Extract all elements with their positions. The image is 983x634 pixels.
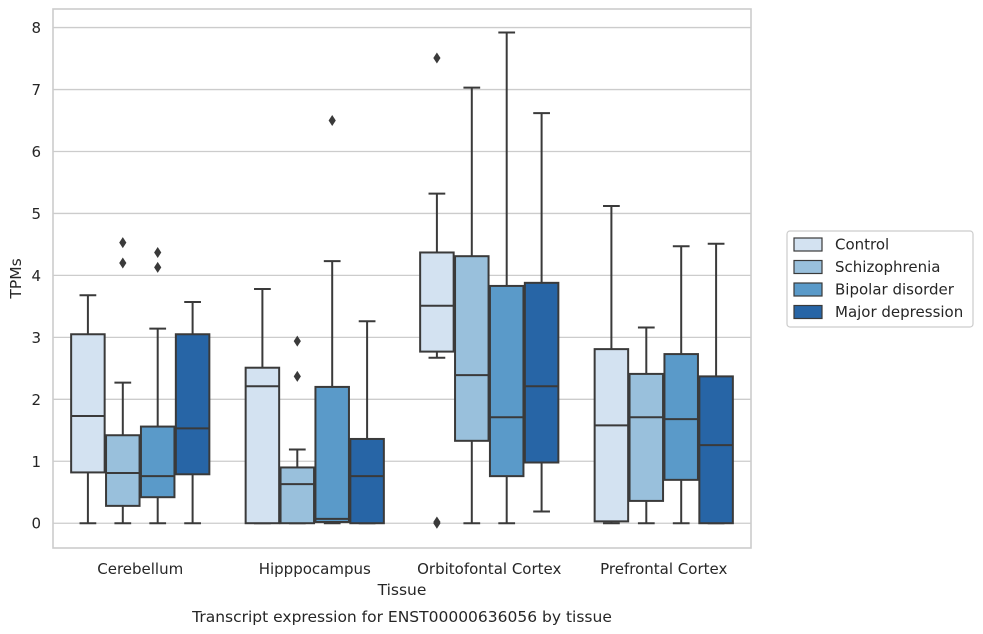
legend-label: Major depression [835, 303, 963, 321]
y-tick-label: 5 [31, 205, 41, 223]
box-iqr [139, 425, 176, 499]
y-tick-label: 2 [31, 391, 41, 409]
box-iqr [454, 255, 490, 442]
box-2-1 [454, 86, 490, 525]
y-tick-label: 0 [31, 515, 41, 533]
box-0-2 [139, 246, 176, 525]
outlier-point [433, 52, 441, 64]
box-iqr [174, 333, 211, 476]
outlier-point [119, 257, 127, 269]
box-0-0 [70, 294, 106, 525]
outlier-point [293, 370, 301, 382]
y-axis-ticks: 0 1 2 3 4 5 6 7 8 [31, 19, 41, 533]
box-iqr [70, 333, 106, 474]
box-2-0 [419, 52, 455, 529]
box-iqr [105, 434, 141, 507]
x-tick-label: Prefrontal Cortex [600, 560, 727, 578]
outlier-point [433, 517, 441, 529]
box-iqr [523, 281, 560, 464]
y-tick-label: 3 [31, 329, 41, 347]
y-tick-label: 7 [31, 81, 41, 99]
box-1-1 [279, 335, 316, 525]
chart-caption: Transcript expression for ENST0000063605… [191, 608, 612, 626]
box-3-2 [663, 245, 699, 525]
box-iqr [663, 353, 699, 481]
legend-label: Control [835, 236, 889, 254]
box-0-1 [105, 237, 141, 525]
outlier-point [293, 335, 301, 347]
legend-swatch [793, 304, 823, 320]
y-tick-label: 6 [31, 143, 41, 161]
box-iqr [279, 466, 316, 525]
box-1-3 [349, 320, 385, 525]
box-1-0 [244, 288, 281, 525]
box-iqr [419, 251, 455, 353]
box-iqr [349, 437, 385, 525]
outlier-point [119, 237, 127, 249]
x-tick-label: Orbitofontal Cortex [417, 560, 561, 578]
outlier-point [328, 115, 336, 127]
box-iqr [244, 366, 281, 525]
plot-frame [52, 8, 752, 549]
box-3-0 [593, 205, 630, 525]
x-axis-label: Tissue [377, 581, 427, 599]
legend-label: Bipolar disorder [835, 281, 955, 299]
box-iqr [628, 372, 665, 502]
legend-swatch [793, 259, 823, 275]
outlier-point [154, 261, 162, 273]
x-tick-label: Cerebellum [97, 560, 183, 578]
outlier-point [154, 246, 162, 258]
box-iqr [698, 375, 734, 525]
box-0-3 [174, 301, 211, 525]
x-tick-label: Hipppocampus [259, 560, 371, 578]
box-3-3 [698, 242, 734, 525]
box-iqr [593, 348, 630, 523]
legend-label: Schizophrenia [835, 258, 940, 276]
box-3-1 [628, 326, 665, 525]
box-iqr [314, 385, 350, 523]
y-tick-label: 8 [31, 19, 41, 37]
box-iqr [488, 284, 525, 478]
box-1-2 [314, 115, 350, 525]
legend: Control Schizophrenia Bipolar disorder Majo… [786, 230, 974, 328]
y-tick-label: 1 [31, 453, 41, 471]
y-axis-label: TPMs [7, 258, 25, 299]
legend-swatch [793, 237, 823, 252]
y-tick-label: 4 [31, 267, 41, 285]
legend-frame [786, 230, 974, 328]
legend-swatch [793, 282, 823, 297]
plot-boxes [70, 31, 734, 529]
box-2-3 [523, 112, 560, 513]
box-2-2 [488, 31, 525, 525]
x-axis-ticks: Cerebellum Hipppocampus Orbitofontal Corte… [97, 560, 727, 578]
